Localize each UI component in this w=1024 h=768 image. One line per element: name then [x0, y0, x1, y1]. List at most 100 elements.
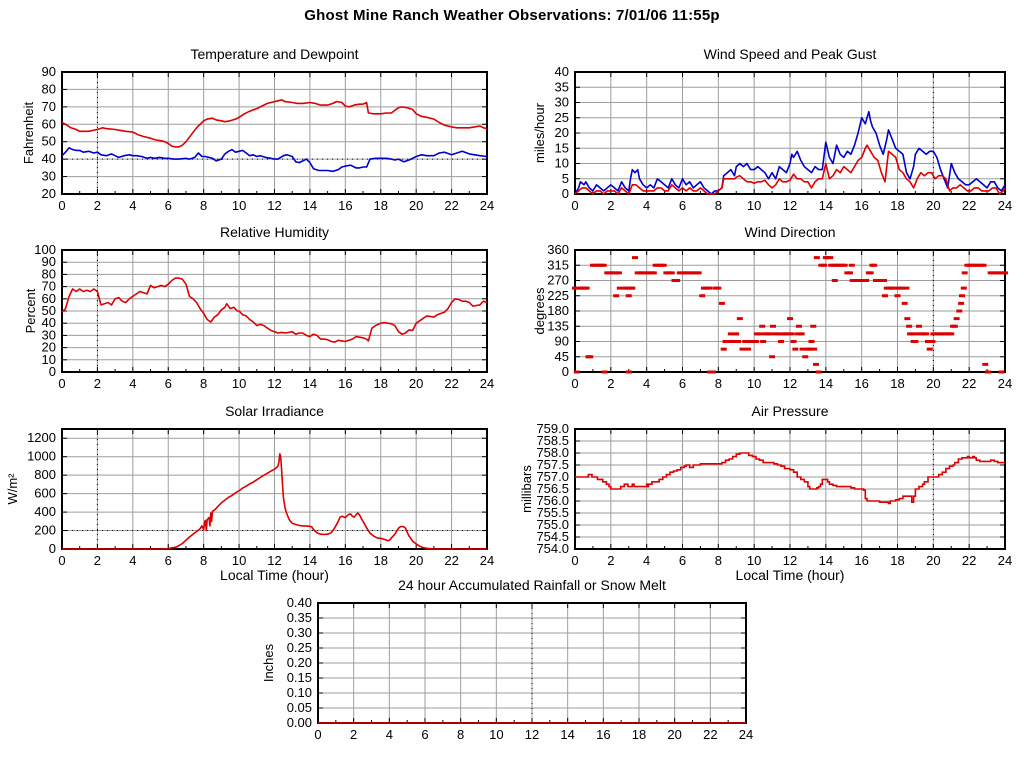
- x-tick-label: 18: [632, 727, 646, 742]
- y-tick-label: 70: [42, 279, 56, 294]
- x-tick-label: 4: [643, 198, 650, 213]
- y-tick-label: 0: [562, 186, 569, 201]
- page-title: Ghost Mine Ranch Weather Observations: 7…: [304, 7, 720, 24]
- wind-series-peak-gust: [574, 110, 1006, 195]
- x-tick-label: 20: [926, 553, 940, 568]
- x-tick-label: 8: [715, 376, 722, 391]
- x-tick-label: 4: [129, 376, 136, 391]
- y-tick-label: 20: [42, 186, 56, 201]
- humidity-series-relative-humidity: [61, 277, 488, 343]
- x-tick-label: 22: [703, 727, 717, 742]
- x-tick-label: 12: [783, 553, 797, 568]
- y-tick-label: 80: [42, 81, 56, 96]
- x-tick-label: 22: [962, 376, 976, 391]
- pressure-ticks: [574, 428, 1006, 550]
- y-tick-label: 40: [555, 64, 569, 79]
- chart-humidity: 0 2 4 6 8 10 12 14 16 18 20 22 240102030405060708090…: [23, 224, 494, 391]
- humidity-ticks: [61, 249, 488, 373]
- y-tick-label: 757.5: [536, 457, 569, 472]
- wind-y-axis-label: miles/hour: [532, 102, 547, 163]
- y-tick-label: 5: [562, 171, 569, 186]
- x-tick-label: 4: [643, 553, 650, 568]
- x-tick-label: 10: [232, 376, 246, 391]
- winddir-y-axis-label: degrees: [532, 287, 547, 334]
- x-tick-label: 12: [783, 198, 797, 213]
- temperature-ticks: [61, 71, 488, 195]
- y-tick-label: 60: [42, 291, 56, 306]
- y-tick-label: 180: [547, 303, 569, 318]
- y-tick-label: 135: [547, 318, 569, 333]
- x-tick-label: 14: [303, 198, 317, 213]
- y-tick-label: 1000: [27, 449, 56, 464]
- chart-temperature: 0 2 4 6 8 10 12 14 16 18 20 22 242030405060708090Tem…: [21, 46, 494, 213]
- x-tick-label: 14: [303, 553, 317, 568]
- y-tick-label: 0.00: [287, 715, 312, 730]
- x-tick-label: 0: [571, 553, 578, 568]
- x-tick-label: 6: [165, 553, 172, 568]
- y-tick-label: 758.5: [536, 433, 569, 448]
- y-tick-label: 759.0: [536, 421, 569, 436]
- x-tick-label: 8: [715, 553, 722, 568]
- x-tick-label: 24: [480, 198, 494, 213]
- y-tick-label: 754.0: [536, 541, 569, 556]
- y-tick-label: 90: [42, 254, 56, 269]
- x-tick-label: 2: [94, 376, 101, 391]
- x-tick-label: 14: [819, 198, 833, 213]
- x-tick-label: 8: [715, 198, 722, 213]
- pressure-x-axis-label: Local Time (hour): [736, 567, 845, 583]
- x-tick-label: 20: [409, 376, 423, 391]
- y-tick-label: 0.30: [287, 625, 312, 640]
- x-tick-label: 4: [386, 727, 393, 742]
- x-tick-label: 18: [890, 198, 904, 213]
- x-tick-label: 10: [232, 553, 246, 568]
- x-tick-label: 16: [338, 376, 352, 391]
- x-tick-label: 22: [962, 553, 976, 568]
- y-tick-label: 0: [49, 541, 56, 556]
- y-tick-label: 80: [42, 266, 56, 281]
- y-tick-label: 60: [42, 116, 56, 131]
- temperature-y-axis-label: Fahrenheit: [21, 102, 36, 165]
- x-tick-label: 12: [267, 198, 281, 213]
- x-tick-label: 16: [338, 553, 352, 568]
- y-tick-label: 45: [555, 349, 569, 364]
- rain-title: 24 hour Accumulated Rainfall or Snow Mel…: [398, 577, 666, 593]
- y-tick-label: 30: [42, 169, 56, 184]
- y-tick-label: 0.35: [287, 610, 312, 625]
- x-tick-label: 0: [314, 727, 321, 742]
- x-tick-label: 18: [374, 198, 388, 213]
- x-tick-label: 6: [679, 376, 686, 391]
- chart-rain: 0 2 4 6 8 10 12 14 16 18 20 22 240.000.050.100.150.2…: [261, 577, 753, 742]
- pressure-title: Air Pressure: [751, 403, 828, 419]
- y-tick-label: 40: [42, 151, 56, 166]
- x-tick-label: 2: [94, 553, 101, 568]
- x-tick-label: 14: [819, 553, 833, 568]
- y-tick-label: 400: [34, 504, 56, 519]
- x-tick-label: 24: [998, 553, 1012, 568]
- y-tick-label: 800: [34, 467, 56, 482]
- solar-x-tick-labels: 0 2 4 6 8 10 12 14 16 18 20 22 24: [58, 553, 494, 568]
- x-tick-label: 8: [200, 553, 207, 568]
- x-tick-label: 0: [58, 376, 65, 391]
- winddir-series-wind-direction: [572, 256, 1008, 374]
- y-tick-label: 758.0: [536, 445, 569, 460]
- y-tick-label: 30: [555, 95, 569, 110]
- y-tick-label: 50: [42, 303, 56, 318]
- chart-wind: 0 2 4 6 8 10 12 14 16 18 20 22 240510152025303540Win…: [532, 46, 1012, 213]
- pressure-y-axis-label: millibars: [519, 465, 534, 513]
- humidity-title: Relative Humidity: [220, 224, 329, 240]
- y-tick-label: 360: [547, 242, 569, 257]
- x-tick-label: 8: [200, 376, 207, 391]
- x-tick-label: 2: [350, 727, 357, 742]
- pressure-grid: [575, 429, 1005, 549]
- temperature-x-tick-labels: 0 2 4 6 8 10 12 14 16 18 20 22 24: [58, 198, 494, 213]
- x-tick-label: 6: [679, 198, 686, 213]
- y-tick-label: 70: [42, 99, 56, 114]
- x-tick-label: 18: [374, 553, 388, 568]
- solar-title: Solar Irradiance: [225, 403, 324, 419]
- chart-winddir: 0 2 4 6 8 10 12 14 16 18 20 22 240459013518022527031…: [532, 224, 1012, 391]
- y-tick-label: 50: [42, 134, 56, 149]
- x-tick-label: 10: [747, 198, 761, 213]
- x-tick-label: 0: [571, 376, 578, 391]
- x-tick-label: 14: [819, 376, 833, 391]
